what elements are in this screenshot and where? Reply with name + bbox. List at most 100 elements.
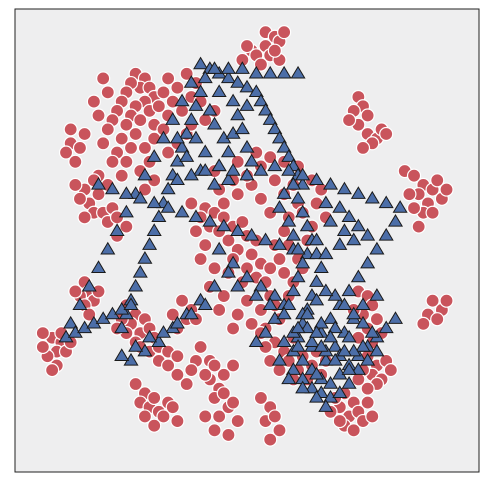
- triangle-point: [322, 311, 339, 324]
- circle-point: [230, 413, 245, 429]
- circle-point: [105, 154, 120, 169]
- triangle-point: [220, 264, 236, 278]
- circle-point: [272, 251, 287, 267]
- triangle-point: [285, 176, 301, 190]
- triangle-point: [262, 65, 278, 79]
- circle-point: [77, 126, 92, 142]
- triangle-point: [230, 107, 246, 121]
- triangle-point: [220, 172, 236, 186]
- circle-point: [137, 182, 153, 197]
- circle-point: [170, 80, 185, 95]
- triangle-point: [211, 241, 227, 255]
- triangle-point: [169, 315, 185, 329]
- triangle-point: [142, 329, 158, 343]
- triangle-point: [206, 61, 223, 74]
- triangle-point: [193, 56, 209, 70]
- circle-point: [253, 390, 269, 406]
- triangle-point: [295, 352, 311, 366]
- triangle-point: [281, 297, 297, 311]
- triangle-point: [239, 167, 255, 181]
- triangle-point: [332, 237, 348, 250]
- triangle-point: [332, 385, 348, 398]
- triangle-point: [313, 260, 329, 273]
- triangle-point: [299, 218, 315, 232]
- circle-point: [411, 219, 426, 234]
- circle-point: [188, 224, 204, 239]
- triangle-point: [220, 61, 236, 74]
- triangle-point: [258, 325, 274, 338]
- triangle-point: [220, 144, 236, 158]
- triangle-point: [341, 209, 357, 223]
- triangle-point: [355, 297, 371, 311]
- circle-point: [230, 154, 245, 169]
- circle-point: [156, 85, 171, 100]
- triangle-point: [341, 283, 357, 297]
- triangle-point: [309, 325, 325, 338]
- circle-point: [430, 173, 445, 188]
- triangle-point: [239, 269, 255, 283]
- triangle-point: [378, 227, 394, 241]
- circle-point: [216, 367, 231, 382]
- triangle-point: [118, 204, 134, 218]
- triangle-point: [211, 84, 227, 98]
- triangle-point: [309, 232, 325, 246]
- triangle-point: [318, 352, 334, 366]
- circle-point: [235, 214, 250, 230]
- circle-point: [174, 293, 190, 308]
- circle-point: [221, 233, 236, 248]
- circle-point: [170, 413, 185, 429]
- circle-point: [184, 363, 199, 378]
- triangle-point: [364, 325, 380, 338]
- triangle-point: [276, 186, 292, 199]
- circle-point: [216, 386, 231, 401]
- circle-point: [230, 307, 245, 322]
- triangle-point: [290, 339, 306, 352]
- circle-point: [151, 99, 166, 114]
- triangle-point: [239, 139, 255, 153]
- triangle-point: [318, 399, 334, 412]
- triangle-point: [197, 297, 213, 311]
- triangle-point: [63, 315, 79, 329]
- circle-point: [379, 126, 394, 142]
- triangle-point: [318, 246, 334, 260]
- circle-point: [439, 293, 454, 308]
- triangle-point: [146, 223, 162, 236]
- triangle-point: [132, 264, 148, 278]
- triangle-point: [188, 130, 204, 144]
- circle-point: [161, 358, 176, 373]
- triangle-point: [109, 223, 125, 236]
- triangle-point: [146, 149, 162, 162]
- triangle-point: [309, 366, 325, 380]
- circle-point: [147, 418, 162, 433]
- circle-point: [100, 85, 115, 100]
- circle-point: [91, 108, 106, 123]
- triangle-point: [360, 255, 376, 269]
- triangle-point: [309, 172, 325, 186]
- triangle-point: [183, 75, 199, 88]
- circle-point: [198, 409, 213, 424]
- triangle-point: [276, 306, 292, 320]
- triangle-point: [248, 84, 264, 98]
- triangle-point: [253, 278, 269, 292]
- circle-point: [212, 409, 227, 424]
- circle-point: [263, 432, 278, 447]
- triangle-point: [230, 278, 246, 292]
- circle-point: [244, 316, 259, 331]
- triangle-point: [239, 98, 255, 111]
- circle-point: [207, 261, 222, 276]
- triangle-point: [346, 306, 362, 320]
- triangle-point: [276, 65, 292, 79]
- circle-point: [406, 168, 422, 183]
- triangle-point: [220, 70, 236, 84]
- circle-point: [35, 326, 50, 341]
- circle-point: [114, 131, 129, 146]
- triangle-point: [225, 93, 241, 107]
- triangle-point: [165, 112, 181, 125]
- triangle-point: [295, 255, 311, 269]
- triangle-point: [290, 65, 306, 79]
- triangle-point: [179, 149, 195, 162]
- triangle-point: [146, 195, 162, 209]
- circle-point: [225, 358, 241, 373]
- triangle-point: [206, 116, 223, 130]
- circle-point: [68, 284, 83, 299]
